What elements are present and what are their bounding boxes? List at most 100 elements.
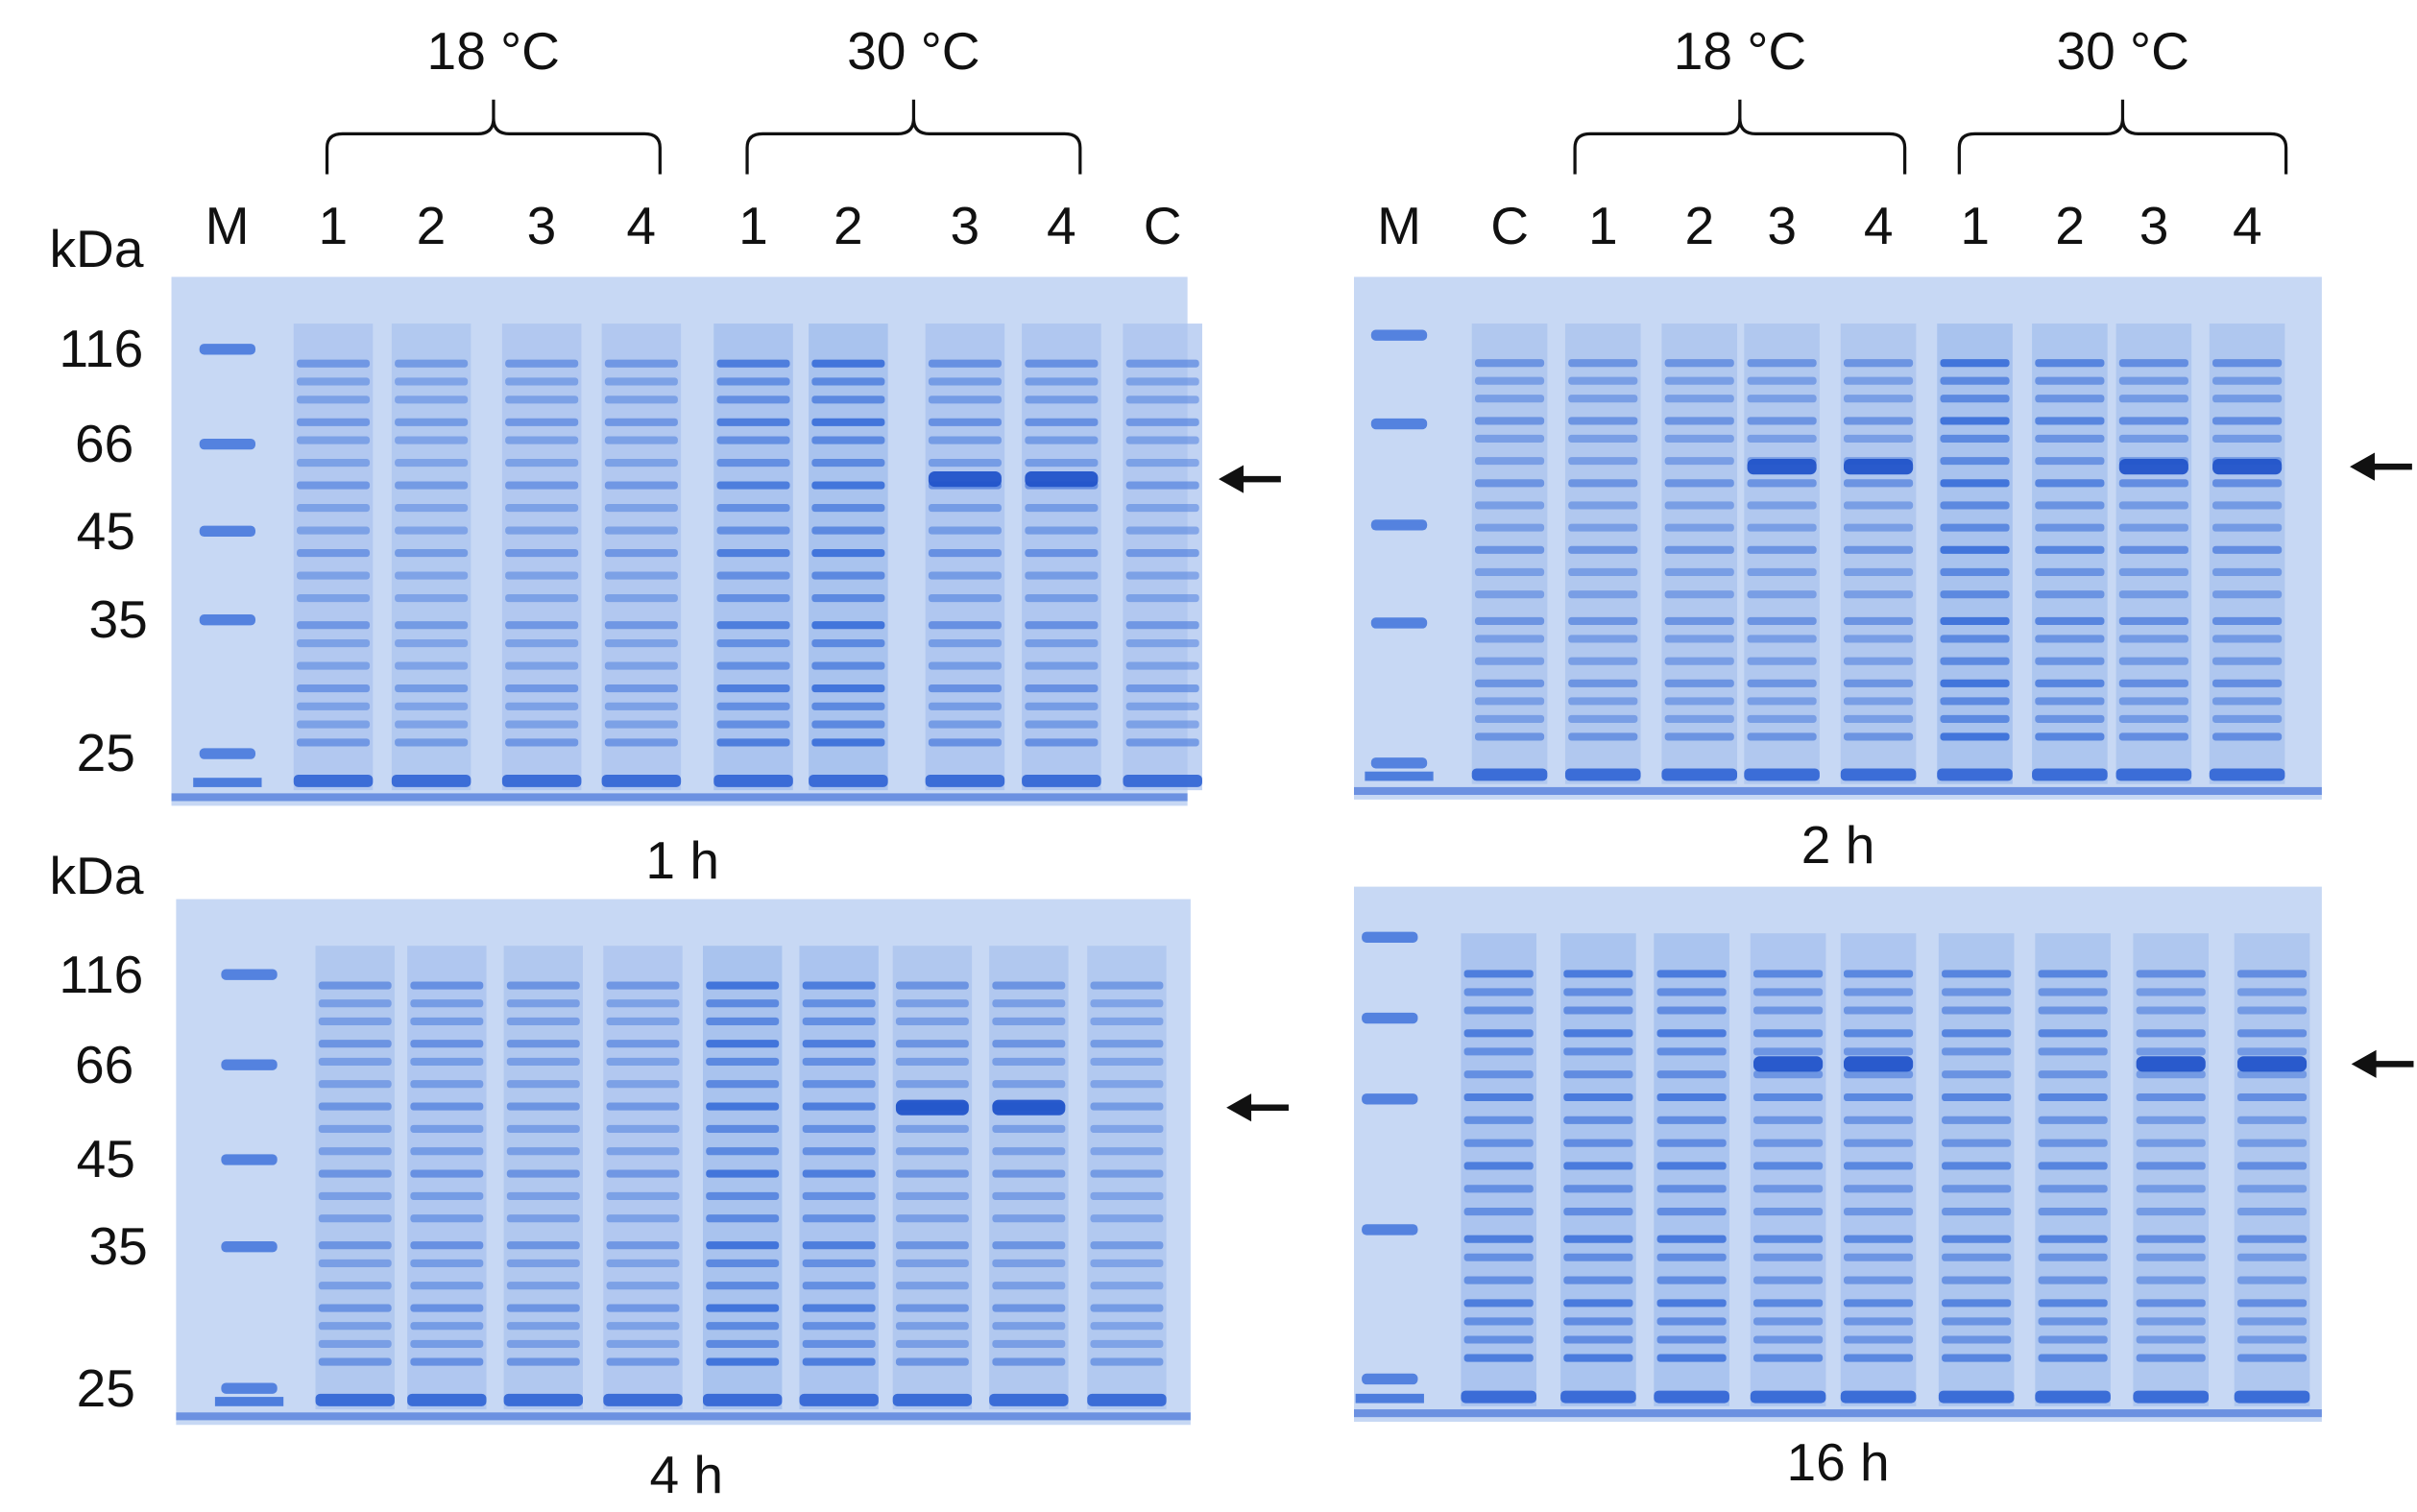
protein-band bbox=[2236, 1354, 2308, 1362]
protein-band bbox=[1568, 417, 1638, 425]
protein-band bbox=[1940, 679, 2010, 687]
protein-band bbox=[1940, 479, 2010, 488]
time-label: 2 h bbox=[1801, 815, 1875, 876]
marker-band bbox=[193, 778, 262, 787]
protein-band bbox=[1656, 1006, 1727, 1015]
protein-band bbox=[706, 1259, 780, 1267]
protein-band bbox=[1940, 457, 2010, 466]
marker-band bbox=[199, 614, 256, 626]
protein-band bbox=[1463, 988, 1534, 996]
protein-band bbox=[1844, 590, 1914, 599]
protein-band bbox=[318, 981, 392, 990]
protein-band bbox=[318, 1080, 392, 1089]
protein-band bbox=[606, 1304, 680, 1312]
target-band bbox=[2136, 1056, 2206, 1072]
protein-band bbox=[716, 359, 790, 368]
protein-band bbox=[2236, 1139, 2308, 1147]
protein-band bbox=[1463, 1253, 1534, 1261]
protein-band bbox=[706, 1147, 780, 1156]
protein-band bbox=[2035, 434, 2105, 443]
protein-band bbox=[2136, 1253, 2206, 1261]
protein-band bbox=[2136, 1335, 2206, 1344]
protein-band bbox=[1463, 1047, 1534, 1056]
protein-band bbox=[1125, 593, 1199, 603]
marker-band bbox=[1370, 519, 1428, 531]
marker-kda-label: 45 bbox=[76, 500, 135, 561]
protein-band bbox=[505, 684, 579, 693]
protein-band bbox=[1125, 459, 1199, 468]
protein-band bbox=[395, 571, 469, 580]
protein-band bbox=[1753, 1139, 1824, 1147]
protein-band bbox=[1753, 1070, 1824, 1079]
protein-band bbox=[2035, 590, 2105, 599]
protein-band bbox=[1563, 1139, 1633, 1147]
protein-band bbox=[716, 738, 790, 747]
protein-band bbox=[1090, 999, 1164, 1008]
protein-band bbox=[1463, 1092, 1534, 1102]
protein-band bbox=[895, 1304, 969, 1312]
protein-band bbox=[1844, 732, 1914, 741]
protein-band bbox=[604, 504, 678, 513]
protein-band bbox=[1090, 1080, 1164, 1089]
protein-band bbox=[1940, 732, 2010, 741]
protein-band bbox=[895, 1357, 969, 1366]
protein-band bbox=[506, 1102, 580, 1111]
protein-band bbox=[716, 436, 790, 444]
protein-band bbox=[802, 1339, 876, 1348]
protein-band bbox=[1844, 679, 1914, 687]
protein-band bbox=[1090, 1191, 1164, 1200]
protein-band bbox=[1753, 1047, 1824, 1056]
protein-band bbox=[1942, 1006, 2012, 1015]
protein-band bbox=[1474, 434, 1545, 443]
protein-band bbox=[2236, 1276, 2308, 1284]
protein-band bbox=[2212, 635, 2283, 643]
protein-band bbox=[1463, 1029, 1534, 1038]
protein-band bbox=[1664, 417, 1734, 425]
protein-band bbox=[1568, 635, 1638, 643]
protein-band bbox=[895, 999, 969, 1008]
marker-kda-label: 116 bbox=[59, 319, 144, 379]
protein-band bbox=[1844, 523, 1914, 532]
protein-band bbox=[1474, 732, 1545, 741]
protein-band bbox=[2136, 1208, 2206, 1216]
protein-band bbox=[1474, 590, 1545, 599]
protein-band bbox=[1844, 395, 1914, 403]
protein-band bbox=[505, 720, 579, 729]
protein-band bbox=[410, 1214, 484, 1223]
protein-band bbox=[1942, 1139, 2012, 1147]
protein-band bbox=[1568, 714, 1638, 723]
protein-band bbox=[1474, 545, 1545, 554]
protein-band bbox=[395, 738, 469, 747]
protein-band bbox=[1942, 1162, 2012, 1170]
protein-band bbox=[1747, 714, 1817, 723]
protein-band bbox=[606, 1339, 680, 1348]
protein-band bbox=[1656, 1276, 1727, 1284]
protein-band bbox=[811, 396, 885, 404]
dye-front bbox=[315, 1393, 395, 1406]
protein-band bbox=[1563, 1116, 1633, 1124]
protein-band bbox=[410, 1304, 484, 1312]
protein-band bbox=[1844, 970, 1914, 978]
dye-front bbox=[925, 774, 1005, 787]
protein-band bbox=[410, 1017, 484, 1025]
protein-band bbox=[895, 1322, 969, 1331]
protein-band bbox=[811, 702, 885, 710]
marker-band bbox=[221, 1059, 278, 1070]
protein-band bbox=[604, 738, 678, 747]
marker-band bbox=[1355, 1393, 1424, 1404]
protein-band bbox=[505, 481, 579, 490]
protein-band bbox=[1844, 616, 1914, 625]
protein-band bbox=[1090, 1282, 1164, 1290]
protein-band bbox=[410, 1169, 484, 1178]
protein-band bbox=[1125, 720, 1199, 729]
marker-band bbox=[199, 344, 256, 355]
protein-band bbox=[2038, 1253, 2108, 1261]
protein-band bbox=[1656, 1116, 1727, 1124]
protein-band bbox=[1844, 1185, 1914, 1193]
protein-band bbox=[1563, 1185, 1633, 1193]
protein-band bbox=[395, 396, 469, 404]
protein-band bbox=[1747, 657, 1817, 665]
protein-band bbox=[992, 1259, 1066, 1267]
protein-band bbox=[895, 1282, 969, 1290]
protein-band bbox=[505, 661, 579, 670]
